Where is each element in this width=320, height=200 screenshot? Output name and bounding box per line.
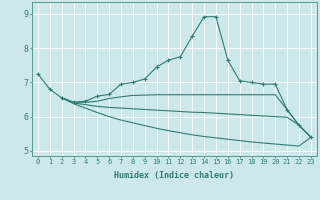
X-axis label: Humidex (Indice chaleur): Humidex (Indice chaleur) bbox=[115, 171, 234, 180]
